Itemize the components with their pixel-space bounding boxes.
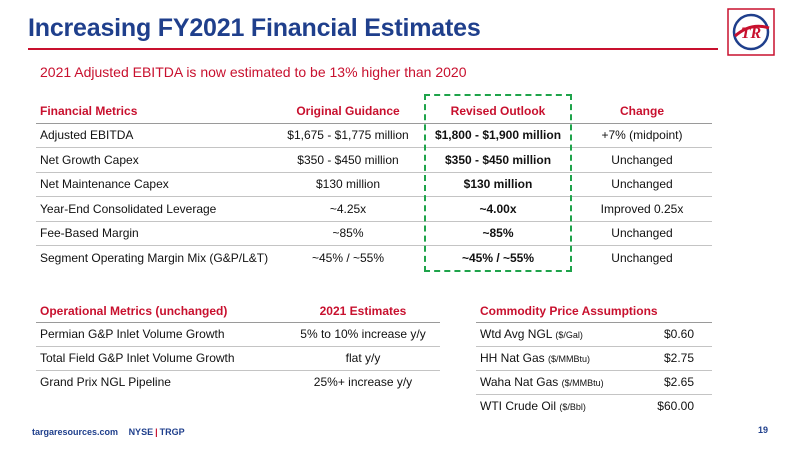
commodity-unit: ($/MMBtu)	[548, 354, 591, 364]
column-header: Change	[572, 100, 712, 124]
footer: targaresources.com NYSE | TRGP	[32, 427, 185, 437]
table-row: HH Nat Gas ($/MMBtu) $2.75	[476, 346, 712, 371]
financial-metrics-table: Financial Metrics Original Guidance Revi…	[36, 100, 712, 270]
revised-outlook: $350 - $450 million	[424, 147, 572, 173]
revised-outlook: $1,800 - $1,900 million	[424, 123, 572, 148]
original-guidance: $350 - $450 million	[272, 147, 424, 173]
change: Unchanged	[572, 172, 712, 197]
commodity-price: $2.75	[636, 346, 712, 371]
title-divider	[28, 48, 718, 50]
table-row: WTI Crude Oil ($/Bbl) $60.00	[476, 394, 712, 418]
footer-separator: |	[155, 427, 158, 437]
estimate: 25%+ increase y/y	[313, 375, 413, 390]
column-header: Revised Outlook	[424, 100, 572, 124]
targa-logo: TR	[727, 8, 775, 56]
metric-name: Net Maintenance Capex	[36, 172, 272, 197]
original-guidance: $1,675 - $1,775 million	[272, 123, 424, 148]
column-header: 2021 Estimates	[286, 300, 440, 323]
column-header: Operational Metrics (unchanged)	[36, 300, 286, 323]
page-number: 19	[758, 425, 769, 435]
revised-outlook: ~85%	[424, 221, 572, 246]
revised-outlook-highlight	[424, 94, 572, 272]
original-guidance: ~4.25x	[272, 196, 424, 222]
table-header-row: Operational Metrics (unchanged) 2021 Est…	[36, 300, 440, 323]
revised-outlook: ~4.00x	[424, 196, 572, 222]
change: Improved 0.25x	[572, 196, 712, 222]
metric-name: Permian G&P Inlet Volume Growth	[36, 322, 286, 347]
website-link[interactable]: targaresources.com	[32, 427, 119, 437]
table-row: Grand Prix NGL Pipeline 25%+ increase y/…	[36, 370, 440, 394]
change: Unchanged	[572, 221, 712, 246]
table-row: Segment Operating Margin Mix (G&P/L&T) ~…	[36, 246, 712, 271]
commodity-price: $0.60	[636, 322, 712, 347]
change: Unchanged	[572, 147, 712, 173]
commodity-name: Wtd Avg NGL ($/Gal)	[476, 322, 636, 347]
commodity-price-table: Commodity Price Assumptions Wtd Avg NGL …	[476, 300, 712, 418]
column-header: Original Guidance	[272, 100, 424, 124]
table-row: Year-End Consolidated Leverage ~4.25x ~4…	[36, 196, 712, 222]
table-row: Total Field G&P Inlet Volume Growth flat…	[36, 346, 440, 371]
ticker-label: TRGP	[159, 427, 185, 437]
table-row: Fee-Based Margin ~85% ~85% Unchanged	[36, 221, 712, 246]
revised-outlook: $130 million	[424, 172, 572, 197]
commodity-name: Waha Nat Gas ($/MMBtu)	[476, 370, 636, 395]
operational-metrics-table: Operational Metrics (unchanged) 2021 Est…	[36, 300, 440, 394]
change: Unchanged	[611, 251, 673, 265]
exchange-label: NYSE	[128, 427, 154, 437]
page-title: Increasing FY2021 Financial Estimates	[28, 14, 481, 42]
table-header-row: Commodity Price Assumptions	[476, 300, 712, 323]
commodity-name: WTI Crude Oil ($/Bbl)	[480, 399, 586, 414]
table-row: Net Growth Capex $350 - $450 million $35…	[36, 147, 712, 173]
estimate: flat y/y	[286, 346, 440, 371]
table-row: Permian G&P Inlet Volume Growth 5% to 10…	[36, 322, 440, 347]
commodity-price: $2.65	[636, 370, 712, 395]
metric-name: Fee-Based Margin	[36, 221, 272, 246]
metric-name: Net Growth Capex	[36, 147, 272, 173]
table-row: Wtd Avg NGL ($/Gal) $0.60	[476, 322, 712, 347]
metric-name: Grand Prix NGL Pipeline	[40, 375, 171, 390]
table-row: Waha Nat Gas ($/MMBtu) $2.65	[476, 370, 712, 395]
commodity-unit: ($/Gal)	[555, 330, 583, 340]
metric-name: Adjusted EBITDA	[36, 123, 272, 148]
change: +7% (midpoint)	[572, 123, 712, 148]
column-header: Commodity Price Assumptions	[476, 300, 712, 323]
table-row: Net Maintenance Capex $130 million $130 …	[36, 172, 712, 197]
metric-name: Total Field G&P Inlet Volume Growth	[36, 346, 286, 371]
metric-name: Segment Operating Margin Mix (G&P/L&T)	[40, 251, 269, 265]
commodity-unit: ($/Bbl)	[559, 402, 586, 413]
svg-text:TR: TR	[741, 25, 762, 42]
table-header-row: Financial Metrics Original Guidance Revi…	[36, 100, 712, 124]
page-subtitle: 2021 Adjusted EBITDA is now estimated to…	[40, 64, 467, 80]
commodity-price: $60.00	[657, 399, 694, 414]
commodity-name: HH Nat Gas ($/MMBtu)	[476, 346, 636, 371]
metric-name: Year-End Consolidated Leverage	[36, 196, 272, 222]
original-guidance: ~85%	[272, 221, 424, 246]
estimate: 5% to 10% increase y/y	[286, 322, 440, 347]
commodity-unit: ($/MMBtu)	[561, 378, 604, 388]
revised-outlook: ~45% / ~55%	[461, 251, 535, 265]
original-guidance: $130 million	[272, 172, 424, 197]
column-header: Financial Metrics	[36, 100, 272, 124]
table-row: Adjusted EBITDA $1,675 - $1,775 million …	[36, 123, 712, 148]
original-guidance: ~45% / ~55%	[311, 251, 385, 265]
